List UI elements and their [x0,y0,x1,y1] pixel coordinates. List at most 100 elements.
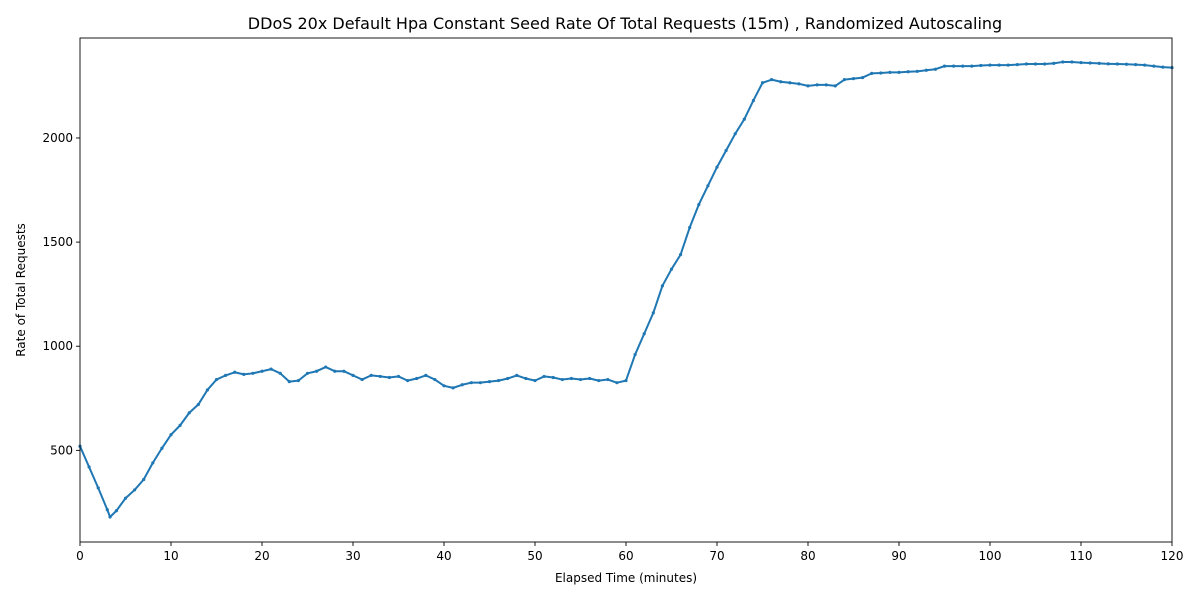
data-point [433,377,437,382]
x-tick-label: 50 [527,549,542,563]
data-point [114,509,118,513]
data-point [506,376,510,381]
data-point [1143,63,1147,67]
data-point [1006,63,1010,67]
data-point [715,165,719,169]
data-point [1124,62,1129,66]
x-tick-label: 120 [1161,549,1184,563]
y-tick-label: 1000 [42,339,73,353]
data-point [296,379,300,383]
data-point [697,203,701,207]
chart-title: DDoS 20x Default Hpa Constant Seed Rate … [248,14,1002,33]
data-point [606,377,610,382]
data-point [824,83,828,87]
data-point [597,379,601,383]
data-point [108,515,112,519]
data-point [515,373,519,377]
data-point [351,373,355,377]
data-point [688,225,692,230]
data-point [1033,62,1038,66]
data-point [779,80,783,84]
x-tick-label: 20 [254,549,269,563]
data-point [478,381,482,385]
data-point [970,64,974,68]
data-point [378,374,382,379]
data-point [460,383,464,387]
data-point [760,81,765,85]
data-point [87,465,91,469]
data-point [724,148,728,153]
data-point [469,381,473,385]
y-axis-label: Rate of Total Requests [14,223,28,357]
y-tick-label: 500 [50,443,73,457]
data-point [123,496,128,500]
x-tick-label: 80 [800,549,815,563]
plot-frame [79,37,1173,543]
data-point [842,78,847,82]
data-point [387,375,391,380]
data-point [797,82,801,86]
data-point [888,70,892,74]
data-point [1024,62,1028,66]
x-tick-label: 60 [618,549,633,563]
data-point [1052,61,1056,66]
data-point [497,379,501,383]
data-point [142,477,146,482]
data-point [133,488,137,492]
data-point [624,379,628,383]
data-point [924,68,928,72]
data-point [369,373,373,377]
y-axis: 500 1000 1500 2000 [42,131,80,457]
data-point [305,371,310,375]
data-point [242,372,246,376]
data-point [551,375,555,380]
x-tick-label: 70 [709,549,724,563]
data-point [406,379,410,383]
data-point [1115,62,1119,66]
data-point [1152,64,1156,68]
data-point [660,284,665,288]
x-tick-label: 110 [1070,549,1093,563]
data-point [1097,61,1101,66]
data-point [233,370,237,374]
data-point [642,332,646,336]
data-point [942,64,947,68]
data-point [96,486,100,490]
data-point [588,376,592,381]
data-point [451,386,455,390]
x-tick-label: 30 [345,549,360,563]
data-point [679,253,683,257]
data-point [205,388,209,392]
data-point [815,83,819,87]
data-point [861,75,865,80]
series-layer [78,60,1174,519]
x-tick-label: 40 [436,549,451,563]
data-point [396,374,401,379]
data-point [424,373,428,377]
data-point [997,63,1001,67]
data-point [578,377,583,382]
x-tick-label: 90 [891,549,906,563]
data-point [196,402,200,407]
data-point [870,71,874,75]
data-point [1061,60,1065,64]
data-point [988,63,992,67]
data-point [879,71,883,75]
data-point [1070,60,1074,64]
data-point [187,411,191,415]
data-point [333,369,337,373]
data-point [251,371,255,375]
data-point [415,376,419,381]
data-point [278,371,282,375]
data-point [169,433,173,437]
data-point [315,369,319,373]
data-point [651,311,655,315]
data-point [214,377,219,382]
data-point [105,508,109,512]
data-point [1134,63,1138,67]
data-point [633,352,637,357]
data-point [706,184,710,188]
data-point [733,132,737,136]
